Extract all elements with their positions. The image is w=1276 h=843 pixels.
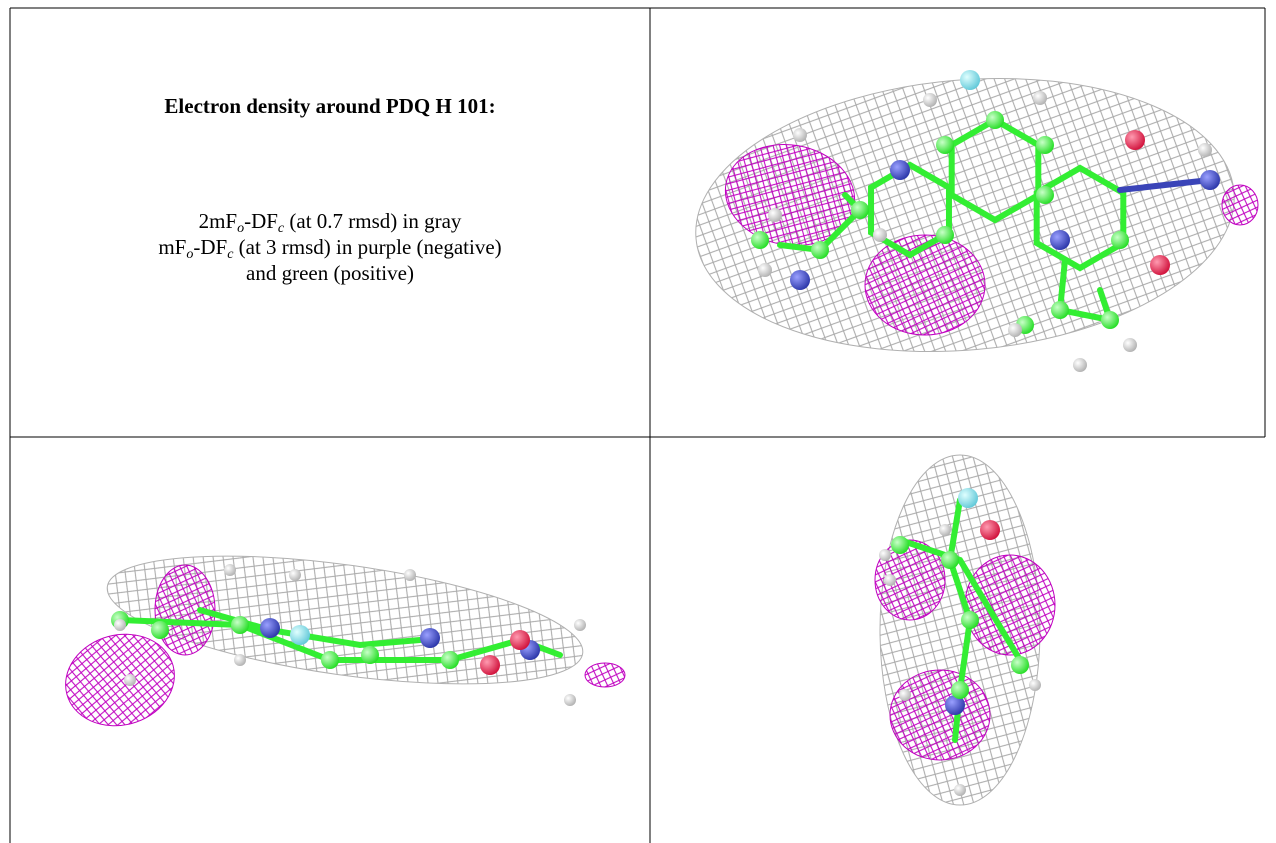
atom <box>884 574 896 586</box>
atom <box>441 651 459 669</box>
atom <box>811 241 829 259</box>
atom <box>879 549 891 561</box>
atom <box>114 619 126 631</box>
atom <box>290 625 310 645</box>
legend-segment: and green (positive) <box>246 261 414 285</box>
atom <box>510 630 530 650</box>
atom <box>361 646 379 664</box>
atom <box>891 536 909 554</box>
atom <box>899 689 911 701</box>
page: Electron density around PDQ H 101: 2mFo-… <box>0 0 1276 843</box>
atom <box>986 111 1004 129</box>
atom <box>289 569 301 581</box>
atom <box>951 681 969 699</box>
atom <box>936 226 954 244</box>
atom <box>420 628 440 648</box>
atom <box>1123 338 1137 352</box>
difference-mesh <box>1222 185 1258 225</box>
molecule-renderings <box>55 57 1258 805</box>
panel-title: Electron density around PDQ H 101: <box>10 94 650 119</box>
atom <box>954 784 966 796</box>
legend-segment: mF <box>158 235 186 259</box>
atom <box>321 651 339 669</box>
legend-segment: 2mF <box>199 209 238 233</box>
atom <box>790 270 810 290</box>
legend-segment: (at 3 rmsd) in purple (negative) <box>233 235 501 259</box>
atom <box>1125 130 1145 150</box>
atom <box>1036 186 1054 204</box>
atom <box>939 524 951 536</box>
atom <box>564 694 576 706</box>
atom <box>1011 656 1029 674</box>
atom <box>936 136 954 154</box>
atom <box>941 551 959 569</box>
atom <box>1008 323 1022 337</box>
atom <box>958 488 978 508</box>
legend-line: mFo-DFc (at 3 rmsd) in purple (negative) <box>10 234 650 260</box>
atom <box>1050 230 1070 250</box>
atom <box>1111 231 1129 249</box>
atom <box>1150 255 1170 275</box>
difference-mesh <box>585 663 625 687</box>
legend-line: and green (positive) <box>10 260 650 286</box>
difference-mesh <box>890 670 990 760</box>
atom <box>851 201 869 219</box>
atom <box>1036 136 1054 154</box>
atom <box>923 93 937 107</box>
atom <box>961 611 979 629</box>
atom <box>1198 143 1212 157</box>
difference-mesh <box>865 235 985 335</box>
atom <box>124 674 136 686</box>
atom <box>751 231 769 249</box>
atom <box>1029 679 1041 691</box>
atom <box>1033 91 1047 105</box>
atom <box>1073 358 1087 372</box>
atom <box>1101 311 1119 329</box>
atom <box>960 70 980 90</box>
legend-segment: -DF <box>193 235 227 259</box>
atom <box>1051 301 1069 319</box>
atom <box>1200 170 1220 190</box>
legend-segment: -DF <box>244 209 278 233</box>
legend-segment: (at 0.7 rmsd) in gray <box>284 209 461 233</box>
atom <box>151 621 169 639</box>
legend-line: 2mFo-DFc (at 0.7 rmsd) in gray <box>10 208 650 234</box>
figure-table <box>0 0 1276 843</box>
atom <box>980 520 1000 540</box>
atom <box>793 128 807 142</box>
atom <box>480 655 500 675</box>
atom <box>260 618 280 638</box>
atom <box>890 160 910 180</box>
atom <box>768 208 782 222</box>
atom <box>873 228 887 242</box>
atom <box>224 564 236 576</box>
atom <box>404 569 416 581</box>
atom <box>574 619 586 631</box>
atom <box>758 263 772 277</box>
atom <box>234 654 246 666</box>
atom <box>231 616 249 634</box>
